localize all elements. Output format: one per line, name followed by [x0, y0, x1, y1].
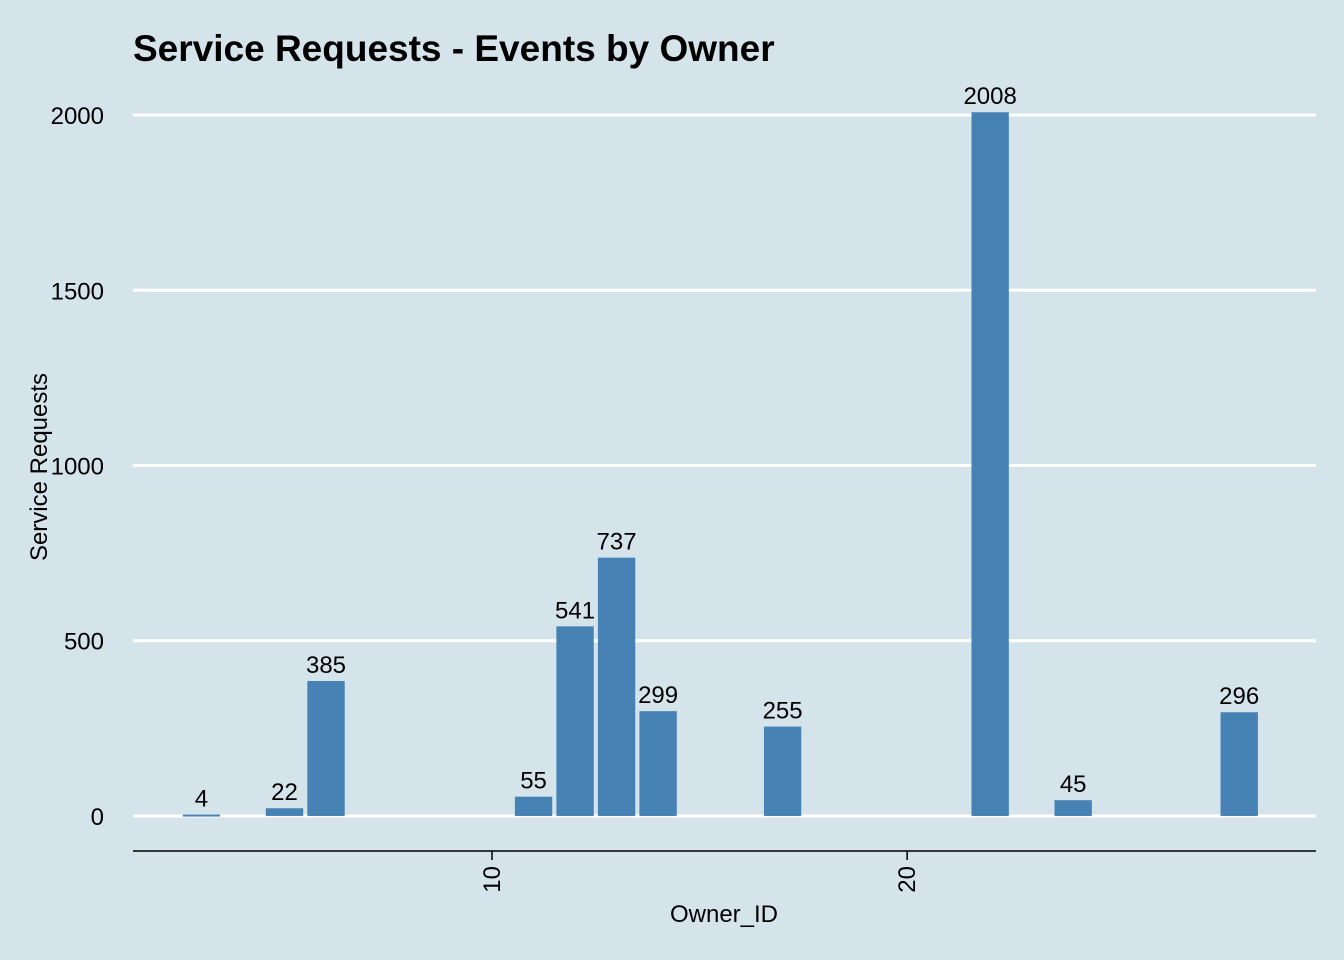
data-label: 299	[638, 682, 678, 709]
x-axis-label: Owner_ID	[670, 901, 778, 928]
y-tick-label: 2000	[51, 103, 104, 130]
y-axis-ticks: 0 500 1000 1500 2000	[51, 103, 104, 831]
bar-owner-13	[597, 557, 636, 816]
x-tick-label: 20	[894, 866, 921, 893]
bar-owner-3	[182, 814, 221, 817]
grid-lines	[133, 113, 1316, 818]
y-tick-label: 0	[91, 804, 104, 831]
data-label: 22	[271, 779, 298, 806]
x-axis-ticks: 10 20	[479, 851, 921, 893]
bar-owner-6	[307, 681, 345, 816]
data-label: 255	[763, 698, 803, 725]
data-label: 45	[1060, 771, 1087, 798]
bar-owner-24	[1054, 800, 1092, 816]
data-labels: 4 22 385 55 541 737 299 255 2008 45 296	[195, 83, 1259, 812]
y-tick-label: 1000	[51, 454, 104, 481]
data-label: 385	[306, 652, 346, 679]
bar-owner-17	[763, 726, 802, 816]
y-tick-label: 1500	[51, 278, 104, 305]
data-label: 737	[597, 529, 637, 556]
chart-title: Service Requests - Events by Owner	[133, 28, 775, 69]
data-label: 541	[555, 597, 595, 624]
bar-owner-5	[265, 808, 304, 816]
x-tick-label: 10	[479, 866, 506, 893]
data-label: 4	[195, 786, 208, 813]
bar-owner-14	[639, 711, 677, 816]
y-axis-label: Service Requests	[26, 373, 53, 561]
data-label: 2008	[963, 83, 1016, 110]
bar-owner-28	[1220, 712, 1258, 816]
y-tick-label: 500	[64, 629, 104, 656]
bars	[182, 112, 1258, 817]
bar-owner-11	[514, 796, 553, 816]
data-label: 55	[520, 768, 547, 795]
bar-owner-12	[556, 626, 594, 816]
bar-owner-22	[971, 112, 1009, 816]
data-label: 296	[1219, 683, 1259, 710]
